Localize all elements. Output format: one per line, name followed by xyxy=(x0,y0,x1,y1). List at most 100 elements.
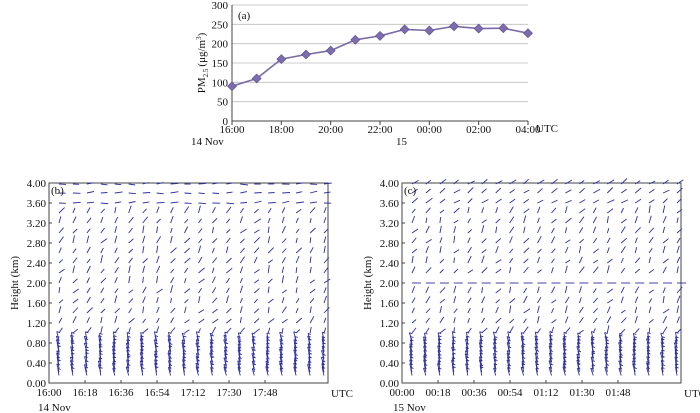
b-wind-barb xyxy=(268,192,275,194)
b-wind-barb xyxy=(128,257,133,264)
b-wind-barb xyxy=(153,331,158,341)
c-wind-barb xyxy=(565,239,571,244)
b-wind-barb xyxy=(156,192,164,195)
c-wind-barb xyxy=(551,308,555,314)
c-wind-barb xyxy=(551,227,555,234)
b-y-tick-label: 0.00 xyxy=(27,378,47,390)
c-y-tick-label: 0.80 xyxy=(380,338,400,350)
c-wind-barb xyxy=(495,180,503,185)
c-wind-barb xyxy=(523,318,527,324)
c-wind-barb xyxy=(506,353,511,362)
b-wind-barb xyxy=(56,350,60,359)
b-wind-barb xyxy=(295,275,299,284)
b-wind-barb xyxy=(114,191,123,194)
c-wind-barb xyxy=(495,259,502,264)
b-wind-barb xyxy=(153,353,158,362)
c-wind-barb xyxy=(452,336,455,345)
c-wind-barb xyxy=(562,345,566,355)
b-wind-barb xyxy=(226,191,233,194)
c-wind-barb xyxy=(437,368,441,376)
panel-b-frame xyxy=(48,182,329,384)
c-wind-barb xyxy=(425,217,428,224)
c-wind-barb xyxy=(648,298,653,304)
b-wind-barb xyxy=(268,202,276,204)
c-wind-barb xyxy=(534,352,538,362)
c-wind-barb xyxy=(646,350,650,359)
panel-a-markers xyxy=(227,21,533,92)
c-wind-barb xyxy=(465,343,469,352)
b-wind-barb xyxy=(170,247,177,254)
c-wind-barb xyxy=(579,329,584,334)
b-wind-barb xyxy=(226,277,230,284)
c-wind-barb xyxy=(620,309,626,314)
b-wind-barb xyxy=(184,319,190,324)
panel-a-x-tick-label: 16:00 xyxy=(219,124,245,136)
b-wind-barb xyxy=(72,207,76,214)
c-wind-barb xyxy=(523,178,529,185)
b-wind-barb xyxy=(170,327,176,334)
b-wind-barb xyxy=(128,205,132,214)
c-wind-barb xyxy=(662,189,670,194)
c-wind-barb xyxy=(464,350,469,359)
c-wind-barb xyxy=(411,197,418,204)
b-wind-barb xyxy=(281,225,286,234)
c-wind-barb xyxy=(647,332,650,341)
c-wind-barb xyxy=(646,356,650,366)
b-wind-barb xyxy=(281,289,287,294)
c-wind-barb xyxy=(634,187,642,194)
b-wind-barb xyxy=(142,265,146,274)
c-wind-barb xyxy=(676,217,679,224)
c-wind-barb xyxy=(453,189,461,194)
b-wind-barb xyxy=(56,331,60,341)
c-wind-barb xyxy=(439,225,442,234)
c-wind-barb xyxy=(578,246,582,254)
c-wind-barb xyxy=(621,199,628,204)
b-wind-barb xyxy=(170,268,175,274)
c-wind-barb xyxy=(633,338,636,348)
c-wind-barb xyxy=(662,226,666,234)
c-wind-barb xyxy=(425,207,431,214)
b-wind-barb xyxy=(226,237,231,244)
b-wind-barb xyxy=(142,258,148,264)
c-wind-barb xyxy=(453,308,458,314)
c-wind-barb xyxy=(632,353,636,362)
b-wind-barb xyxy=(100,308,106,314)
c-wind-barb xyxy=(520,335,525,345)
b-wind-barb xyxy=(253,247,260,254)
b-wind-barb xyxy=(86,182,94,185)
c-wind-barb xyxy=(534,346,538,355)
panel-a-date-start: 14 Nov xyxy=(191,136,224,148)
panel-b-label: (b) xyxy=(51,185,64,197)
c-wind-barb xyxy=(481,225,485,234)
c-wind-barb xyxy=(676,245,680,254)
c-wind-barb xyxy=(563,360,566,369)
c-wind-barb xyxy=(451,346,455,355)
c-wind-barb xyxy=(425,296,431,304)
c-wind-barb xyxy=(467,187,474,194)
c-wind-barb xyxy=(453,179,459,185)
b-wind-barb xyxy=(309,315,315,324)
b-wind-barb xyxy=(226,202,235,205)
c-wind-barb xyxy=(634,315,638,324)
b-wind-barb xyxy=(72,316,77,324)
b-wind-barb xyxy=(253,208,259,214)
b-wind-barb xyxy=(86,265,91,274)
c-wind-barb xyxy=(662,308,670,314)
b-wind-barb xyxy=(58,287,61,294)
c-wind-barb xyxy=(467,218,471,224)
b-wind-barb xyxy=(168,360,172,369)
c-wind-barb xyxy=(521,361,525,369)
c-wind-barb xyxy=(660,338,664,348)
b-wind-barb xyxy=(181,342,185,352)
c-wind-barb xyxy=(662,179,669,185)
b-wind-barb xyxy=(237,336,241,345)
b-wind-barb xyxy=(170,207,174,214)
c-wind-barb xyxy=(593,180,601,185)
b-wind-barb xyxy=(254,328,260,334)
b-wind-barb xyxy=(223,350,227,359)
b-wind-barb-flag xyxy=(99,332,103,335)
b-wind-barb xyxy=(184,257,191,264)
b-wind-barb xyxy=(280,343,283,352)
b-wind-barb-flag xyxy=(182,332,186,335)
c-wind-barb xyxy=(646,336,650,345)
